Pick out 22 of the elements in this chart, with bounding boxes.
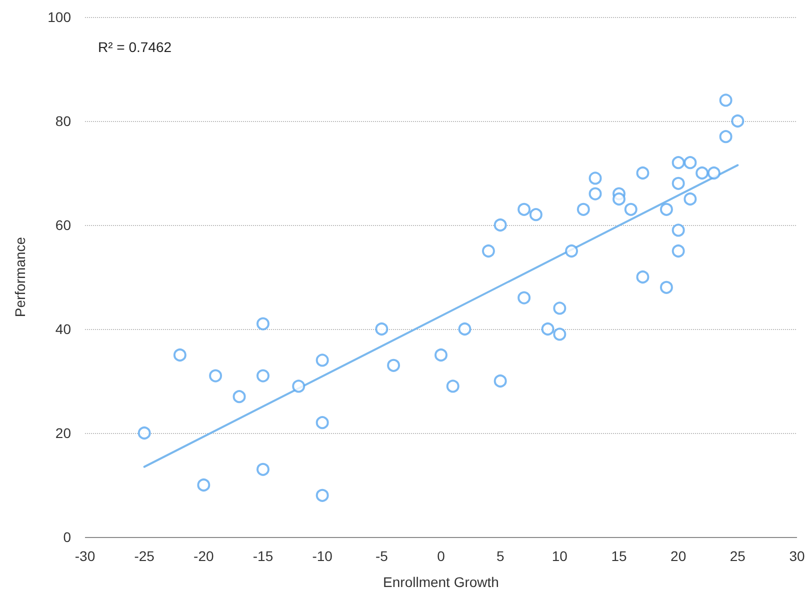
y-tick-label: 0 [63, 529, 72, 545]
x-tick-label: -25 [134, 548, 155, 564]
y-tick-label: 80 [55, 113, 72, 129]
x-tick-label: -5 [375, 548, 388, 564]
x-tick-label: -20 [194, 548, 214, 564]
annotation: R² = 0.7462 [98, 39, 172, 55]
x-tick-label: -15 [252, 548, 274, 564]
x-tick-label: 5 [496, 548, 504, 564]
x-tick-label: -30 [74, 548, 96, 564]
y-tick-label: 60 [55, 217, 72, 233]
x-tick-label: 15 [611, 548, 627, 564]
y-tick-label: 20 [55, 425, 72, 441]
x-tick-label: 20 [670, 548, 686, 564]
y-tick-label: 40 [55, 321, 72, 337]
x-tick-label: -10 [312, 548, 333, 564]
y-axis-title: Performance [12, 236, 28, 318]
x-axis-title: Enrollment Growth [383, 574, 499, 590]
x-tick-label: 10 [552, 548, 568, 564]
x-tick-label: 0 [437, 548, 446, 564]
x-tick-label: 30 [789, 548, 805, 564]
y-tick-label: 100 [48, 9, 72, 25]
x-tick-label: 25 [730, 548, 746, 564]
